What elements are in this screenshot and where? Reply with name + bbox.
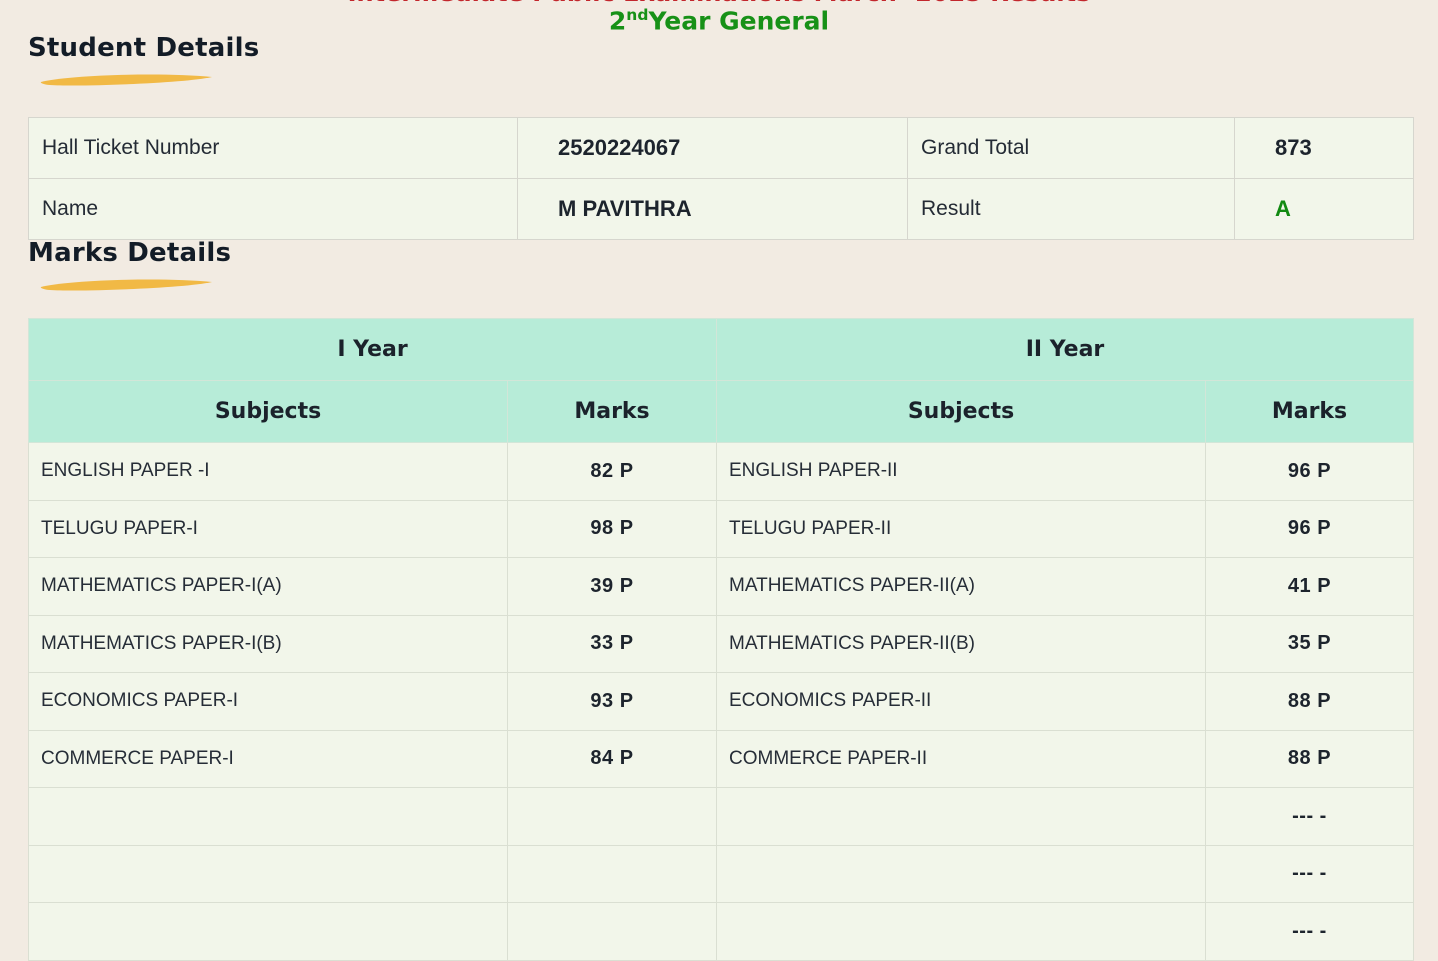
marks-details-table: I Year II Year Subjects Marks Subjects M…: [28, 318, 1414, 961]
result-label: Result: [907, 178, 1235, 240]
marks-details-heading: Marks Details: [28, 238, 232, 268]
subject-cell: [28, 787, 508, 846]
marks-cell: 82 P: [507, 442, 717, 501]
yellow-underline-swoosh: [40, 74, 213, 86]
marks-cell: 88 P: [1205, 729, 1414, 788]
subject-cell: TELUGU PAPER-I: [28, 499, 508, 558]
subject-cell: ECONOMICS PAPER-II: [716, 672, 1206, 731]
grand-total-label: Grand Total: [907, 117, 1235, 179]
subject-cell: [28, 844, 508, 903]
subject-cell: ENGLISH PAPER -I: [28, 442, 508, 501]
marks-cell: 33 P: [507, 614, 717, 673]
marks-cell: [507, 902, 717, 961]
marks-cell: 35 P: [1205, 614, 1414, 673]
year-header-row: I Year II Year: [28, 318, 1414, 381]
grand-total-value: 873: [1234, 117, 1414, 179]
subtitle-prefix: 2: [608, 6, 627, 36]
marks-cell: 41 P: [1205, 557, 1414, 616]
subject-cell: COMMERCE PAPER-II: [716, 729, 1206, 788]
subtitle-rest: Year General: [648, 6, 830, 36]
name-label: Name: [28, 178, 518, 240]
marks-cell: [507, 844, 717, 903]
table-row: MATHEMATICS PAPER-I(A) 39 P MATHEMATICS …: [28, 557, 1414, 616]
table-row: TELUGU PAPER-I 98 P TELUGU PAPER-II 96 P: [28, 499, 1414, 558]
subject-cell: MATHEMATICS PAPER-II(A): [716, 557, 1206, 616]
subjects-header-year1: Subjects: [28, 380, 508, 443]
marks-cell: --- -: [1205, 902, 1414, 961]
subject-cell: COMMERCE PAPER-I: [28, 729, 508, 788]
year1-header: I Year: [28, 318, 717, 381]
table-row: ECONOMICS PAPER-I 93 P ECONOMICS PAPER-I…: [28, 672, 1414, 731]
marks-header-year1: Marks: [507, 380, 717, 443]
marks-cell: 93 P: [507, 672, 717, 731]
table-row: --- -: [28, 787, 1414, 846]
table-row: ENGLISH PAPER -I 82 P ENGLISH PAPER-II 9…: [28, 442, 1414, 501]
subject-cell: [716, 787, 1206, 846]
marks-cell: 88 P: [1205, 672, 1414, 731]
page-subtitle: 2ndYear General: [0, 6, 1438, 35]
hall-ticket-value: 2520224067: [517, 117, 908, 179]
marks-cell: 98 P: [507, 499, 717, 558]
marks-cell: 39 P: [507, 557, 717, 616]
marks-cell: --- -: [1205, 844, 1414, 903]
table-row: Name M PAVITHRA Result A: [28, 178, 1414, 240]
marks-header-year2: Marks: [1205, 380, 1414, 443]
year2-header: II Year: [716, 318, 1414, 381]
subtitle-superscript: nd: [626, 6, 649, 24]
hall-ticket-label: Hall Ticket Number: [28, 117, 518, 179]
marks-cell: 84 P: [507, 729, 717, 788]
marks-cell: 96 P: [1205, 442, 1414, 501]
subjects-header-year2: Subjects: [716, 380, 1206, 443]
name-value: M PAVITHRA: [517, 178, 908, 240]
table-row: COMMERCE PAPER-I 84 P COMMERCE PAPER-II …: [28, 729, 1414, 788]
subject-cell: [28, 902, 508, 961]
table-row: MATHEMATICS PAPER-I(B) 33 P MATHEMATICS …: [28, 614, 1414, 673]
student-details-table: Hall Ticket Number 2520224067 Grand Tota…: [28, 117, 1414, 240]
subject-cell: MATHEMATICS PAPER-I(B): [28, 614, 508, 673]
subject-cell: ECONOMICS PAPER-I: [28, 672, 508, 731]
subject-cell: [716, 844, 1206, 903]
marks-cell: 96 P: [1205, 499, 1414, 558]
subject-cell: MATHEMATICS PAPER-II(B): [716, 614, 1206, 673]
page-title: Intermediate Public Examinations March- …: [0, 0, 1438, 7]
table-row: Hall Ticket Number 2520224067 Grand Tota…: [28, 117, 1414, 179]
column-header-row: Subjects Marks Subjects Marks: [28, 380, 1414, 443]
subject-cell: MATHEMATICS PAPER-I(A): [28, 557, 508, 616]
yellow-underline-swoosh: [40, 279, 213, 291]
subject-cell: TELUGU PAPER-II: [716, 499, 1206, 558]
student-details-heading: Student Details: [28, 33, 260, 63]
subject-cell: [716, 902, 1206, 961]
table-row: --- -: [28, 902, 1414, 961]
marks-cell: --- -: [1205, 787, 1414, 846]
table-row: --- -: [28, 844, 1414, 903]
marks-cell: [507, 787, 717, 846]
subject-cell: ENGLISH PAPER-II: [716, 442, 1206, 501]
result-value: A: [1234, 178, 1414, 240]
